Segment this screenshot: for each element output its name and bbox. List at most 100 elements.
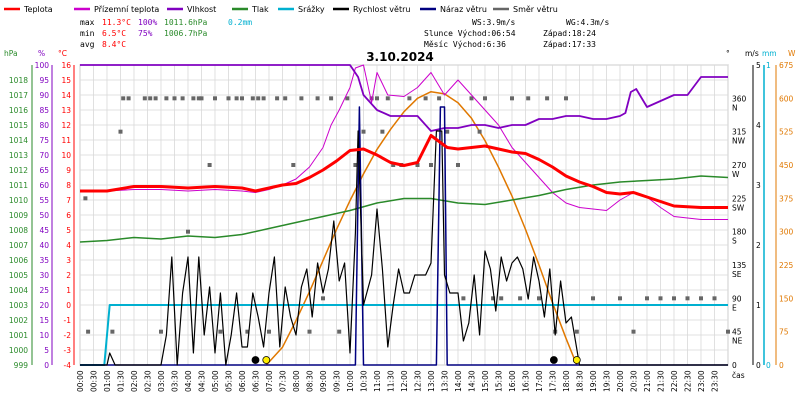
legend-label: Rychlost větru: [353, 5, 410, 14]
x-tick-label: 08:00: [292, 370, 301, 392]
x-tick-label: 11:30: [387, 370, 396, 392]
y-tick-pressure: 1001: [9, 331, 28, 340]
y-tick-wind-dir-name: S: [732, 237, 737, 246]
wind-dir-point: [391, 163, 396, 167]
y-tick-pressure: 1002: [9, 316, 28, 325]
wind-dir-point: [672, 296, 676, 301]
x-tick-label: 22:00: [670, 370, 679, 392]
wind-dir-point: [261, 96, 266, 101]
wind-dir-point: [213, 96, 217, 101]
wind-dir-point: [510, 96, 514, 101]
y-tick-pressure: 1011: [9, 181, 28, 190]
y-tick-wind-dir: 135: [732, 261, 747, 270]
y-tick-wind: 3: [756, 181, 761, 190]
x-tick-label: 19:30: [603, 370, 612, 392]
wind-dir-point: [191, 96, 196, 101]
stats-avg-label: avg: [80, 40, 95, 49]
stats-min-press: 1006.7hPa: [164, 29, 208, 38]
unit-deg: °: [726, 49, 730, 58]
unit-degc: °C: [58, 49, 67, 58]
wind-dir-point: [83, 196, 88, 201]
y-tick-pressure: 1003: [9, 301, 28, 310]
wind-dir-point: [380, 129, 385, 134]
x-tick-label: 12:30: [414, 370, 423, 392]
y-tick-wind-dir-name: NW: [732, 137, 746, 146]
wind-dir-point: [86, 329, 91, 334]
wind-dir-point: [645, 296, 649, 301]
y-tick-pressure: 1006: [9, 256, 28, 265]
y-tick-solar: 150: [779, 294, 794, 303]
y-tick-humidity: 55: [39, 196, 49, 205]
y-tick-humidity: 90: [39, 91, 49, 100]
wind-dir-point: [712, 296, 717, 301]
wind-dir-point: [126, 96, 131, 101]
grid: [79, 64, 729, 366]
y-tick-temperature: 4: [66, 241, 71, 250]
marker-sun-rise: [262, 356, 271, 364]
unit-wm2: W: [788, 49, 796, 58]
y-tick-humidity: 80: [39, 121, 49, 130]
wind-dir-point: [196, 96, 201, 101]
wind-dir-point: [148, 96, 153, 101]
legend-item-press: Tlak: [232, 5, 269, 14]
y-tick-humidity: 40: [39, 241, 49, 250]
wind-dir-point: [469, 96, 474, 101]
y-tick-temperature: 12: [61, 121, 71, 130]
x-tick-label: 16:30: [522, 370, 531, 392]
series-temperature: [80, 134, 728, 209]
x-axis-ticks: 00:00 00:30 01:00 01:30 02:00 02:30 03:00 03:30…: [76, 370, 720, 392]
y-tick-humidity: 65: [39, 166, 49, 175]
wind-dir-point: [477, 129, 482, 134]
y-tick-temperature: 16: [61, 61, 71, 70]
y-tick-pressure: 1004: [9, 286, 28, 295]
wind-dir-point: [164, 96, 169, 101]
x-tick-label: 05:30: [225, 370, 234, 392]
y-tick-wind-dir: 180: [732, 228, 747, 237]
y-tick-wind: 1: [756, 301, 761, 310]
series-solar-curve: [265, 90, 578, 366]
wind-dir-point: [461, 296, 466, 301]
y-tick-rain: 0: [766, 361, 771, 370]
y-tick-wind-dir: 315: [732, 128, 747, 137]
y-tick-temperature: -3: [64, 346, 72, 355]
wind-dir-point: [199, 96, 204, 101]
y-tick-humidity: 70: [39, 151, 49, 160]
wind-dir-point: [337, 329, 342, 334]
y-tick-pressure: 1005: [9, 271, 28, 280]
y-tick-wind: 5: [756, 61, 761, 70]
stats-max-temp: 11.3°C: [102, 18, 131, 27]
y-tick-solar: 0: [779, 361, 784, 370]
y-tick-temperature: 14: [61, 91, 71, 100]
legend-label: Vlhkost: [187, 5, 216, 14]
y-tick-temperature: 2: [66, 271, 71, 280]
wind-dir-point: [329, 96, 334, 101]
y-tick-temperature: -2: [64, 331, 72, 340]
series-wind-speed: [80, 130, 728, 366]
wind-dir-point: [159, 329, 163, 334]
wind-dir-point: [407, 96, 412, 101]
legend-label: Tlak: [251, 5, 269, 14]
y-tick-wind-dir-name: N: [732, 103, 738, 112]
y-tick-humidity: 75: [39, 136, 49, 145]
legend-label: Srážky: [298, 5, 325, 14]
y-tick-temperature: 6: [66, 211, 71, 220]
legend-item-dir: Směr větru: [493, 5, 558, 14]
x-tick-label: 01:00: [103, 370, 112, 392]
wind-dir-point: [207, 163, 212, 167]
wind-dir-point: [240, 96, 244, 101]
marker-sun-set: [572, 356, 581, 364]
series-humidity: [80, 64, 728, 132]
y-tick-pressure: 1010: [9, 196, 28, 205]
y-tick-wind-dir-name: NE: [732, 337, 743, 346]
x-tick-label: 13:00: [427, 370, 436, 392]
stats-max-rain: 0.2mm: [228, 18, 252, 27]
legend-item-rain: Srážky: [278, 5, 325, 14]
wind-dir-point: [299, 96, 304, 101]
wind-dir-point: [537, 296, 541, 301]
wind-dir-point: [186, 229, 190, 234]
y-tick-humidity: 85: [39, 106, 49, 115]
y-tick-temperature: -1: [64, 316, 72, 325]
stats-min-temp: 6.5°C: [102, 29, 126, 38]
wind-dir-point: [142, 96, 147, 101]
x-tick-label: 15:30: [495, 370, 504, 392]
